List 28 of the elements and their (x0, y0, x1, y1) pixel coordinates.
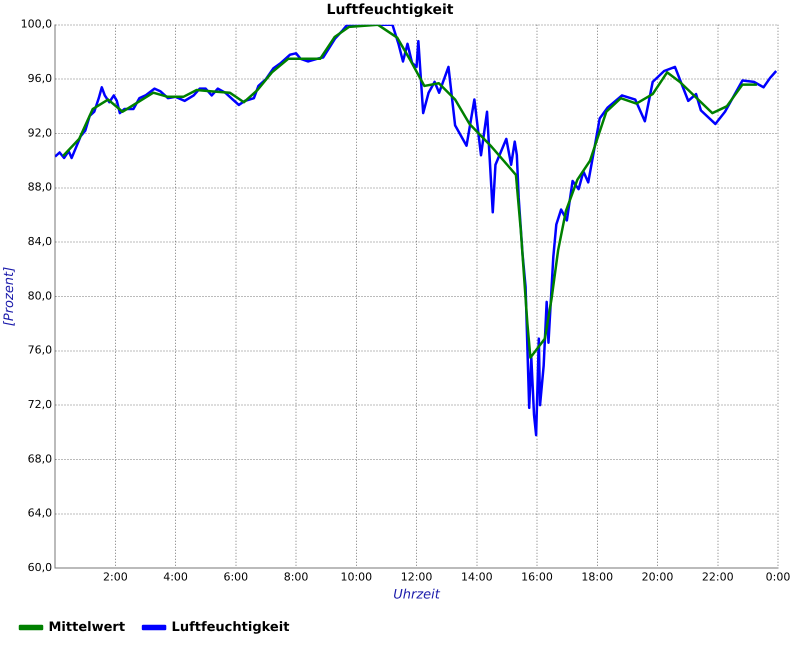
x-tick-label: 14:00 (460, 570, 493, 584)
x-tick-label: 18:00 (581, 570, 614, 584)
y-tick-label: 72,0 (28, 398, 52, 412)
x-tick-label: 0:00 (766, 570, 790, 584)
chart-title: Luftfeuchtigkeit (326, 2, 454, 18)
x-tick-label: 16:00 (521, 570, 553, 584)
x-tick-label: 10:00 (340, 570, 372, 584)
y-tick-label: 64,0 (28, 506, 52, 520)
y-axis-title: [Prozent] (2, 266, 18, 326)
y-tick-label: 68,0 (28, 452, 52, 466)
x-tick-label: 8:00 (284, 570, 308, 584)
y-tick-label: 80,0 (28, 289, 52, 302)
y-tick-label: 100,0 (20, 18, 52, 31)
x-tick-label: 12:00 (400, 570, 432, 584)
legend-label: Luftfeuchtigkeit (172, 620, 290, 635)
x-axis-title: Uhrzeit (393, 588, 441, 603)
legend-label: Mittelwert (48, 620, 126, 635)
x-tick-label: 20:00 (642, 570, 674, 584)
y-tick-label: 88,0 (28, 180, 52, 194)
y-tick-label: 60,0 (28, 561, 52, 574)
y-tick-label: 76,0 (28, 344, 52, 357)
y-tick-label: 92,0 (28, 126, 52, 140)
y-tick-label: 96,0 (28, 72, 52, 85)
x-tick-label: 2:00 (102, 570, 128, 584)
x-tick-label: 22:00 (702, 570, 734, 584)
x-tick-label: 6:00 (223, 570, 248, 584)
y-tick-label: 84,0 (28, 235, 52, 248)
x-tick-label: 4:00 (163, 570, 188, 584)
